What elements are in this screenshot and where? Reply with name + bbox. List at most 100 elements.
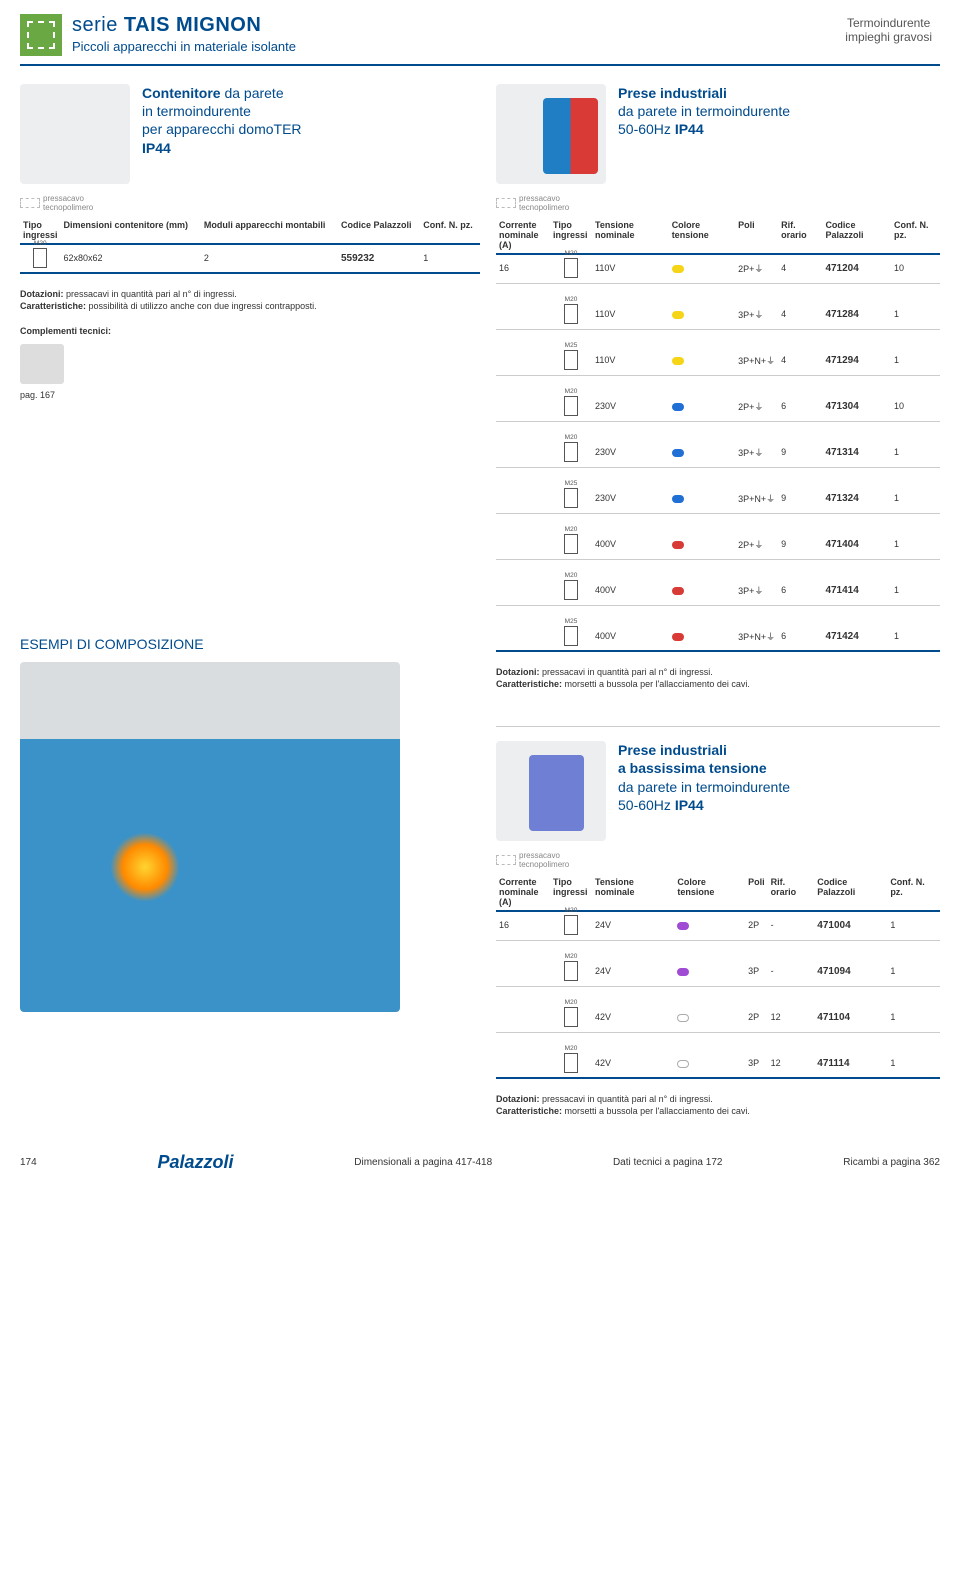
rp2-l3: da parete in termoindurente [618, 779, 790, 795]
car-text: morsetti a bussola per l'allacciamento d… [565, 1106, 750, 1116]
cell-voltage: 42V [592, 1050, 674, 1076]
right-product-1: Prese industriali da parete in termoindu… [496, 84, 940, 184]
left-column: Contenitore da parete in termoindurente … [20, 84, 480, 1118]
ingress-icon [33, 248, 47, 268]
rp2-l1: Prese industriali [618, 742, 727, 758]
rp2-ip: IP44 [675, 797, 704, 813]
table-row: 230V3P+N+⏚94713241 [496, 485, 940, 511]
cell-poles: 3P+N+⏚ [735, 347, 778, 373]
car-text: morsetti a bussola per l'allacciamento d… [565, 679, 750, 689]
product-title: Prese industriali a bassissima tensione … [618, 741, 790, 814]
th-poli: Poli [735, 218, 778, 252]
header-right: Termoindurente impieghi gravosi [837, 14, 940, 46]
ingress-icon [564, 350, 578, 370]
series-subtitle: Piccoli apparecchi in materiale isolante [72, 39, 827, 54]
cell-current [496, 485, 550, 511]
cell-conf: 1 [891, 439, 940, 465]
cell-voltage: 24V [592, 911, 674, 938]
table-row: 62x80x62 2 559232 1 [20, 244, 480, 271]
product-image-socket [496, 84, 606, 184]
cell-color [674, 911, 745, 938]
ingress-icon [564, 961, 578, 981]
car-label: Caratteristiche: [496, 679, 562, 689]
press-l2: tecnopolimero [519, 860, 569, 869]
cell-code: 471204 [822, 254, 891, 281]
pt-l3: per apparecchi domoTER [142, 121, 302, 137]
press-l2: tecnopolimero [43, 203, 93, 212]
title-block: serie TAIS MIGNON Piccoli apparecchi in … [72, 14, 827, 54]
cell-conf: 1 [891, 485, 940, 511]
cell-poles: 3P+⏚ [735, 577, 778, 603]
ingress-icon [564, 915, 578, 935]
color-dot-icon [672, 403, 684, 411]
cell-code: 471284 [822, 301, 891, 327]
cell-color [669, 301, 735, 327]
th-conf: Conf. N. pz. [420, 218, 480, 242]
pt-l1r: da parete [224, 85, 283, 101]
cell-moduli: 2 [201, 244, 338, 271]
right-notes-1: Dotazioni: pressacavi in quantità pari a… [496, 666, 940, 690]
table-header-row: Tipo ingressi Dimensioni contenitore (mm… [20, 218, 480, 242]
table-row: 400V3P+N+⏚64714241 [496, 623, 940, 649]
cell-current [496, 347, 550, 373]
cell-rif: 9 [778, 531, 822, 557]
cell-color [674, 958, 745, 984]
color-dot-icon [672, 357, 684, 365]
car-label: Caratteristiche: [20, 301, 86, 311]
table-row: 42V2P124711041 [496, 1004, 940, 1030]
cell-poles: 2P+⏚ [735, 254, 778, 281]
table-row: 400V3P+⏚64714141 [496, 577, 940, 603]
cell-code: 471304 [822, 393, 891, 419]
ingress-icon [564, 626, 578, 646]
complementi-label: Complementi tecnici: [20, 326, 480, 336]
cell-rif: 4 [778, 347, 822, 373]
th-conf: Conf. N. pz. [887, 875, 940, 909]
product-image-container [20, 84, 130, 184]
page-header: serie TAIS MIGNON Piccoli apparecchi in … [20, 14, 940, 56]
cell-voltage: 400V [592, 577, 669, 603]
press-l2: tecnopolimero [519, 203, 569, 212]
color-dot-icon [672, 311, 684, 319]
complementi-thumb [20, 344, 64, 384]
th-codice: Codice Palazzoli [822, 218, 891, 252]
esempi-block: ESEMPI DI COMPOSIZIONE [20, 436, 480, 1012]
left-product: Contenitore da parete in termoindurente … [20, 84, 480, 184]
cell-conf: 10 [891, 393, 940, 419]
cell-voltage: 42V [592, 1004, 674, 1030]
rp1-l1: Prese industriali [618, 85, 727, 101]
rp1-l2: da parete in termoindurente [618, 103, 790, 119]
product-title: Prese industriali da parete in termoindu… [618, 84, 790, 139]
cell-poles: 3P [745, 958, 768, 984]
cell-voltage: 230V [592, 439, 669, 465]
cell-code: 471424 [822, 623, 891, 649]
color-dot-icon [672, 587, 684, 595]
cell-voltage: 24V [592, 958, 674, 984]
right-product-2: Prese industriali a bassissima tensione … [496, 741, 940, 841]
cell-conf: 1 [887, 911, 940, 938]
cell-current [496, 531, 550, 557]
cell-code: 471104 [814, 1004, 887, 1030]
rp2-l4: 50-60Hz [618, 797, 671, 813]
cell-rif: 12 [768, 1004, 815, 1030]
cell-conf: 1 [887, 1004, 940, 1030]
dot-label: Dotazioni: [496, 1094, 540, 1104]
section-divider [496, 726, 940, 727]
th-codice: Codice Palazzoli [814, 875, 887, 909]
cell-voltage: 230V [592, 393, 669, 419]
cell-rif: 6 [778, 577, 822, 603]
cell-color [674, 1004, 745, 1030]
car-text: possibilità di utilizzo anche con due in… [89, 301, 317, 311]
cell-poles: 3P+N+⏚ [735, 485, 778, 511]
series-prefix: serie [72, 14, 118, 36]
category-icon [20, 14, 62, 56]
cell-conf: 10 [891, 254, 940, 281]
esempi-image [20, 662, 400, 1012]
cell-voltage: 230V [592, 485, 669, 511]
pt-l2: in termoindurente [142, 103, 251, 119]
right-notes-2: Dotazioni: pressacavi in quantità pari a… [496, 1093, 940, 1117]
cell-rif: 9 [778, 485, 822, 511]
series-name: TAIS MIGNON [124, 14, 261, 36]
cell-code: 471294 [822, 347, 891, 373]
cell-codice: 559232 [338, 244, 420, 271]
product-image-lowv [496, 741, 606, 841]
